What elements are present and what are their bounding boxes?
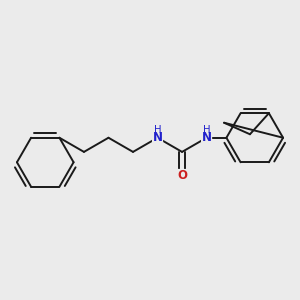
Text: H: H — [203, 125, 210, 135]
Text: O: O — [177, 169, 187, 182]
Text: H: H — [154, 125, 161, 135]
Text: N: N — [202, 131, 212, 144]
Text: N: N — [152, 131, 163, 144]
